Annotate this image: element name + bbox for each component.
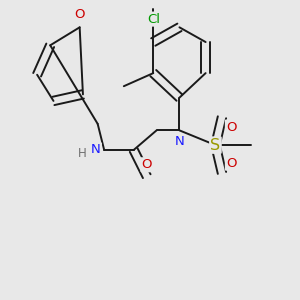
Text: N: N (175, 135, 184, 148)
Text: O: O (226, 121, 236, 134)
Text: O: O (226, 157, 236, 169)
Text: S: S (210, 138, 220, 153)
Text: O: O (74, 8, 85, 21)
Text: Cl: Cl (147, 13, 160, 26)
Text: O: O (142, 158, 152, 171)
Text: H: H (77, 147, 86, 160)
Text: N: N (91, 143, 101, 157)
